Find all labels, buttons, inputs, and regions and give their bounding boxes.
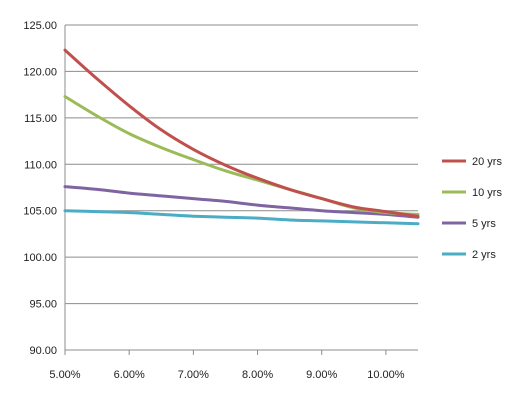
legend-label: 20 yrs <box>472 156 502 168</box>
y-tick-label: 125.00 <box>23 20 57 32</box>
legend-label: 5 yrs <box>472 218 496 230</box>
gridlines <box>65 24 418 351</box>
y-tick-label: 115.00 <box>24 113 57 125</box>
series-line-10-yrs <box>63 95 420 216</box>
y-tick-label: 105.00 <box>23 206 57 218</box>
series-line-20-yrs <box>63 48 420 218</box>
x-tick-label: 7.00% <box>178 369 209 381</box>
y-tick-label: 120.00 <box>23 66 57 78</box>
y-tick-label: 100.00 <box>23 252 57 264</box>
y-tick-label: 95.00 <box>29 299 57 311</box>
legend-label: 10 yrs <box>472 187 502 199</box>
x-tick-label: 10.00% <box>367 369 405 381</box>
legend: 20 yrs 10 yrs 5 yrs 2 yrs <box>442 156 502 261</box>
x-tick-label: 9.00% <box>306 369 337 381</box>
y-tick-label: 90.00 <box>29 345 57 357</box>
series-line-2-yrs <box>63 209 420 226</box>
x-tick-label: 6.00% <box>114 369 145 381</box>
legend-label: 2 yrs <box>472 249 496 261</box>
x-tick-label: 5.00% <box>49 369 80 381</box>
series-lines <box>63 48 420 226</box>
y-tick-label: 110.00 <box>24 159 57 171</box>
series-line-5-yrs <box>63 185 420 219</box>
x-tick-label: 8.00% <box>242 369 273 381</box>
